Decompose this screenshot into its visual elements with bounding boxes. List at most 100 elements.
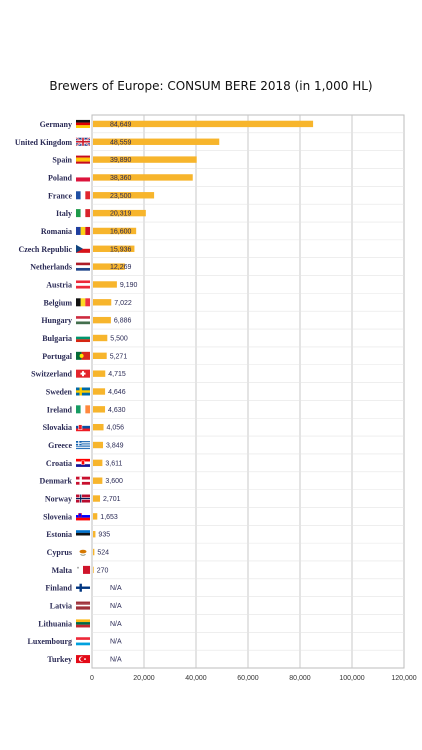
flag-spain bbox=[76, 157, 90, 160]
category-label: Greece bbox=[48, 441, 72, 450]
value-label: 4,630 bbox=[108, 407, 126, 414]
flag-romania bbox=[85, 226, 91, 235]
bar bbox=[93, 281, 117, 288]
value-label: 84,649 bbox=[110, 121, 132, 128]
flag-czech-republic bbox=[76, 244, 83, 253]
value-label: 5,271 bbox=[110, 353, 128, 360]
flag-spain bbox=[76, 155, 90, 158]
flag-italy bbox=[85, 209, 91, 218]
flag-austria bbox=[76, 285, 90, 289]
x-tick-label: 120,000 bbox=[391, 675, 416, 682]
flag-greece bbox=[76, 447, 90, 449]
flag-poland bbox=[76, 173, 90, 178]
bar bbox=[93, 138, 220, 145]
flag-switzerland bbox=[80, 372, 86, 375]
flag-denmark bbox=[76, 479, 90, 482]
flag-spain bbox=[76, 159, 90, 162]
value-label: 4,056 bbox=[107, 425, 125, 432]
flag-netherlands bbox=[76, 265, 90, 269]
flag-slovenia bbox=[76, 512, 90, 516]
flag-greece bbox=[76, 444, 90, 446]
flag-malta bbox=[76, 565, 84, 574]
value-label: 935 bbox=[98, 532, 110, 539]
flag-greece bbox=[76, 441, 90, 442]
bar bbox=[93, 513, 98, 520]
value-label: 4,715 bbox=[108, 371, 126, 378]
bar bbox=[93, 263, 125, 270]
flag-latvia bbox=[76, 604, 90, 607]
flag-estonia bbox=[76, 530, 90, 533]
flag-slovenia bbox=[76, 517, 90, 521]
flag-belgium bbox=[85, 298, 91, 307]
x-tick-label: 0 bbox=[90, 675, 94, 682]
flag-belgium bbox=[80, 298, 86, 307]
value-label: 23,500 bbox=[110, 193, 132, 200]
flag-turkey bbox=[80, 656, 85, 662]
flag-greece bbox=[76, 445, 90, 447]
value-label: 20,319 bbox=[110, 211, 132, 218]
value-label: 39,890 bbox=[110, 157, 132, 164]
value-label: 48,559 bbox=[110, 139, 132, 146]
flag-germany bbox=[76, 125, 90, 128]
flag-germany bbox=[76, 119, 90, 123]
flag-italy bbox=[76, 209, 81, 218]
bar bbox=[93, 566, 94, 574]
category-label: Bulgaria bbox=[42, 334, 72, 343]
bar bbox=[93, 120, 314, 128]
value-label: N/A bbox=[110, 657, 122, 664]
flag-hungary bbox=[76, 316, 90, 319]
bar bbox=[93, 423, 104, 431]
flag-czech-republic bbox=[76, 248, 90, 253]
bar bbox=[93, 477, 103, 484]
flag-ireland bbox=[80, 405, 86, 414]
flag-greece bbox=[76, 443, 90, 445]
bar bbox=[93, 388, 106, 395]
flag-austria bbox=[76, 283, 90, 286]
value-label: 16,600 bbox=[110, 228, 132, 235]
category-label: Cyprus bbox=[47, 548, 72, 557]
chart-title: Brewers of Europe: CONSUM BERE 2018 (in … bbox=[49, 79, 373, 93]
category-label: Croatia bbox=[46, 459, 72, 468]
value-label: N/A bbox=[110, 621, 122, 628]
flag-lithuania bbox=[76, 624, 90, 628]
flag-france bbox=[80, 191, 86, 200]
flag-luxembourg bbox=[76, 637, 90, 640]
category-label: Romania bbox=[41, 227, 72, 236]
flag-latvia bbox=[76, 601, 90, 604]
flag-hungary bbox=[76, 321, 90, 325]
category-label: Estonia bbox=[46, 530, 72, 539]
category-label: Italy bbox=[56, 209, 72, 218]
bar bbox=[93, 245, 135, 252]
bar bbox=[93, 299, 112, 306]
value-label: 1,653 bbox=[100, 514, 118, 521]
flag-estonia bbox=[76, 532, 90, 536]
flag-slovenia bbox=[78, 513, 82, 518]
flag-luxembourg bbox=[76, 639, 90, 643]
flag-greece bbox=[76, 446, 90, 448]
flag-bulgaria bbox=[76, 339, 90, 343]
flag-norway bbox=[76, 497, 90, 500]
flag-croatia bbox=[81, 460, 85, 465]
category-label: Austria bbox=[46, 280, 72, 289]
bar bbox=[93, 209, 146, 217]
category-label: Slovenia bbox=[43, 512, 72, 521]
flag-malta bbox=[77, 566, 79, 569]
flag-estonia bbox=[76, 535, 90, 539]
category-label: Denmark bbox=[40, 477, 73, 486]
value-label: 524 bbox=[97, 550, 109, 557]
flag-latvia bbox=[76, 603, 90, 605]
x-tick-label: 80,000 bbox=[289, 675, 311, 682]
category-label: Finland bbox=[45, 584, 72, 593]
flag-sweden bbox=[76, 390, 90, 393]
category-label: Norway bbox=[45, 495, 72, 504]
category-label: Netherlands bbox=[30, 263, 72, 272]
bar bbox=[93, 459, 103, 467]
value-label: 7,022 bbox=[114, 300, 132, 307]
category-label: Malta bbox=[52, 566, 72, 575]
bar bbox=[93, 156, 197, 163]
value-label: 4,646 bbox=[108, 389, 126, 396]
flag-italy bbox=[80, 209, 86, 218]
flag-slovakia bbox=[76, 428, 90, 432]
category-label: United Kingdom bbox=[15, 138, 72, 147]
